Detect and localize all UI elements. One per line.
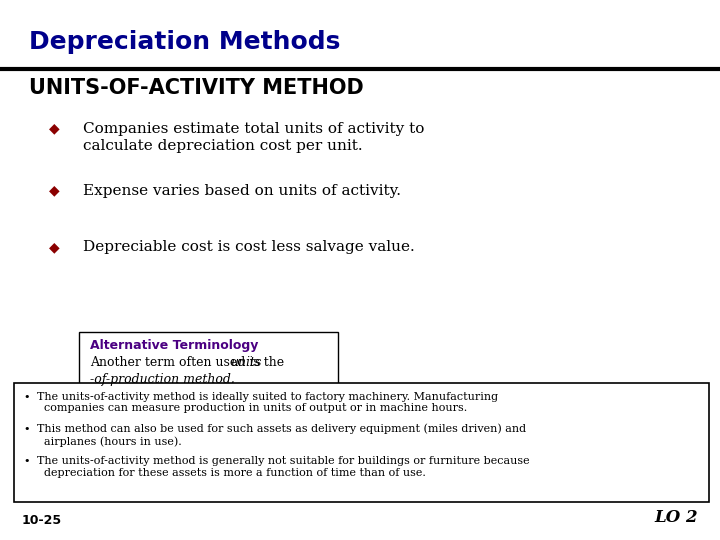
Text: This method can also be used for such assets as delivery equipment (miles driven: This method can also be used for such as… (37, 424, 526, 447)
Text: units: units (230, 356, 262, 369)
Text: LO 2: LO 2 (654, 510, 698, 526)
Text: •: • (24, 424, 30, 434)
Text: Depreciable cost is cost less salvage value.: Depreciable cost is cost less salvage va… (83, 240, 415, 254)
Text: ◆: ◆ (49, 184, 59, 198)
FancyBboxPatch shape (14, 383, 709, 502)
Text: UNITS-OF-ACTIVITY METHOD: UNITS-OF-ACTIVITY METHOD (29, 78, 364, 98)
Text: ◆: ◆ (49, 240, 59, 254)
Text: The units-of-activity method is generally not suitable for buildings or furnitur: The units-of-activity method is generall… (37, 456, 530, 478)
Text: Companies estimate total units of activity to
calculate depreciation cost per un: Companies estimate total units of activi… (83, 122, 424, 153)
Text: The units-of-activity method is ideally suited to factory machinery. Manufacturi: The units-of-activity method is ideally … (37, 392, 498, 413)
Text: -of-production method.: -of-production method. (90, 373, 235, 386)
FancyBboxPatch shape (79, 332, 338, 400)
Text: Another term often used is the: Another term often used is the (90, 356, 288, 369)
Text: Alternative Terminology: Alternative Terminology (90, 339, 258, 352)
Text: ◆: ◆ (49, 122, 59, 136)
Text: 10-25: 10-25 (22, 514, 62, 526)
Text: Depreciation Methods: Depreciation Methods (29, 30, 340, 53)
Text: Expense varies based on units of activity.: Expense varies based on units of activit… (83, 184, 401, 198)
Text: •: • (24, 392, 30, 402)
Text: •: • (24, 456, 30, 467)
